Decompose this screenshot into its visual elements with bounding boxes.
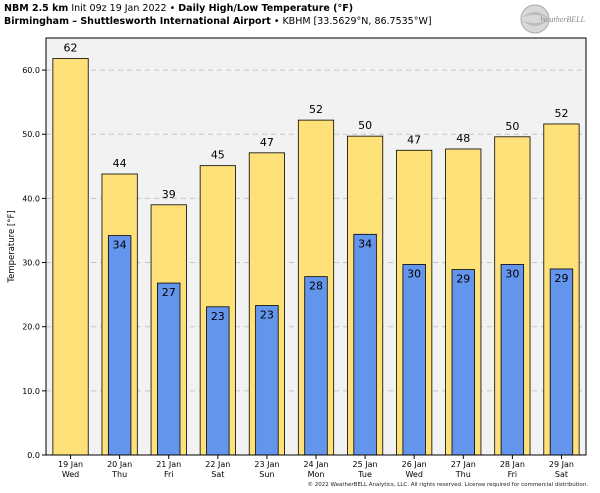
weatherbell-logo: WeatherBELL: [520, 4, 586, 34]
low-temp-label: 30: [505, 267, 519, 280]
low-temp-label: 29: [456, 273, 470, 286]
x-tick-date: 24 Jan: [303, 460, 328, 469]
x-tick-weekday: Sun: [259, 470, 274, 479]
x-tick-date: 22 Jan: [205, 460, 230, 469]
y-tick-label: 20.0: [22, 323, 40, 332]
high-temp-label: 44: [113, 157, 127, 170]
copyright-notice: © 2022 WeatherBELL Analytics, LLC. All r…: [307, 482, 588, 488]
x-tick-weekday: Thu: [111, 470, 127, 479]
low-temp-bar: [402, 264, 426, 456]
low-temp-label: 34: [358, 237, 372, 250]
location-line: Birmingham – Shuttlesworth International…: [4, 16, 432, 27]
chart-title-line: NBM 2.5 km Init 09z 19 Jan 2022 • Daily …: [4, 3, 353, 14]
x-tick-date: 25 Jan: [353, 460, 378, 469]
low-temp-label: 28: [309, 280, 323, 293]
x-tick-date: 20 Jan: [107, 460, 132, 469]
y-tick-label: 50.0: [22, 130, 40, 139]
low-temp-bar: [157, 282, 181, 456]
low-temp-label: 27: [162, 286, 176, 299]
x-tick-date: 19 Jan: [58, 460, 83, 469]
x-tick-date: 28 Jan: [500, 460, 525, 469]
high-temp-label: 48: [456, 132, 470, 145]
plot-frame: [45, 37, 587, 456]
high-temp-label: 45: [211, 149, 225, 162]
y-tick-label: 30.0: [22, 259, 40, 268]
x-tick-weekday: Tue: [357, 470, 372, 479]
low-temp-bar: [206, 306, 230, 456]
low-temp-label: 30: [407, 267, 421, 280]
low-temp-label: 23: [211, 310, 225, 323]
high-temp-bar: [52, 58, 89, 456]
y-tick-label: 10.0: [22, 387, 40, 396]
x-tick-date: 26 Jan: [402, 460, 427, 469]
high-temp-label: 50: [505, 120, 519, 133]
init-time: Init 09z 19 Jan 2022: [71, 3, 167, 14]
x-tick-date: 23 Jan: [254, 460, 279, 469]
x-tick-date: 29 Jan: [549, 460, 574, 469]
low-temp-bar: [353, 233, 377, 456]
low-temp-label: 29: [554, 272, 568, 285]
high-temp-label: 47: [260, 136, 274, 149]
low-temp-bar: [304, 276, 328, 456]
x-tick-weekday: Wed: [405, 470, 422, 479]
x-tick-weekday: Fri: [164, 470, 174, 479]
x-tick-weekday: Wed: [62, 470, 79, 479]
high-temp-label: 62: [64, 42, 78, 55]
high-temp-label: 39: [162, 188, 176, 201]
separator: •: [169, 3, 176, 14]
high-temp-label: 47: [407, 133, 421, 146]
x-tick-weekday: Sat: [211, 470, 224, 479]
x-tick-date: 21 Jan: [156, 460, 181, 469]
y-axis-label: Temperature [°F]: [7, 210, 17, 283]
y-tick-label: 0.0: [27, 451, 40, 460]
chart-title: Daily High/Low Temperature (°F): [178, 3, 354, 14]
low-temp-bar: [549, 268, 574, 456]
high-temp-label: 50: [358, 119, 372, 132]
logo-text: WeatherBELL: [540, 15, 586, 24]
low-temp-bar: [500, 264, 525, 456]
x-tick-weekday: Mon: [308, 470, 325, 479]
x-tick-date: 27 Jan: [451, 460, 476, 469]
location-name: Birmingham – Shuttlesworth International…: [4, 16, 271, 27]
x-tick-weekday: Thu: [455, 470, 471, 479]
station-info: • KBHM [33.5629°N, 86.7535°W]: [273, 16, 432, 27]
x-tick-weekday: Fri: [508, 470, 518, 479]
y-tick-label: 40.0: [22, 194, 40, 203]
high-temp-label: 52: [309, 103, 323, 116]
low-temp-bar: [107, 235, 132, 456]
low-temp-label: 34: [113, 239, 127, 252]
y-tick-label: 60.0: [22, 66, 40, 75]
model-name: NBM 2.5 km: [4, 3, 69, 14]
low-temp-label: 23: [260, 309, 274, 322]
x-tick-weekday: Sat: [555, 470, 568, 479]
high-temp-label: 52: [554, 107, 568, 120]
low-temp-bar: [451, 269, 475, 456]
low-temp-bar: [255, 305, 279, 456]
